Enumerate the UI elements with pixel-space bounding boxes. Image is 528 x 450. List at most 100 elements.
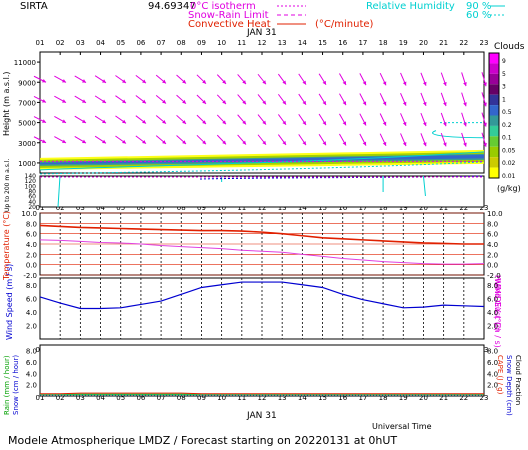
mid-hour-label: 18 (379, 204, 388, 212)
wind-arrowhead (182, 140, 186, 145)
bottom-hour-label: 21 (439, 394, 448, 402)
lower-tick-label: 100 (25, 183, 37, 190)
humidex-tick-label: 2.0 (487, 251, 498, 259)
wind-arrowhead (402, 121, 407, 126)
wind-arrowhead (202, 120, 206, 125)
wind-arrowhead (342, 141, 346, 146)
wind-arrowhead (362, 81, 367, 86)
mid-hour-label: 03 (76, 204, 85, 212)
legend-snowrain-label: Snow-Rain Limit (188, 10, 269, 21)
rh-60: 60 % (466, 10, 491, 21)
top-hour-label: 07 (157, 39, 166, 47)
legend-convective-label: Convective Heat (188, 19, 271, 30)
temp-ylabel: Temperature (°C) (2, 211, 11, 281)
wind-arrowhead (242, 80, 246, 85)
colorbar-frame (488, 52, 500, 179)
top-hour-label: 09 (197, 39, 206, 47)
wind-arrowhead (62, 79, 66, 83)
wind-arrowhead (222, 120, 226, 125)
wind-arrowhead (322, 141, 326, 146)
top-hour-label: 14 (298, 39, 307, 47)
mid-hour-label: 15 (318, 204, 327, 212)
bottom-hour-label: 23 (480, 394, 489, 402)
wind-arrowhead (382, 101, 387, 106)
wind-arrowhead (302, 120, 306, 125)
cape-tick-label: 4.0 (487, 370, 498, 378)
bottom-hour-label: 10 (217, 394, 226, 402)
wind-arrowhead (443, 122, 447, 127)
mid-hour-label: 08 (177, 204, 186, 212)
wind-arrowhead (82, 79, 86, 83)
rh-90: 90 % (466, 1, 491, 12)
humidex-tick-label: 4.0 (487, 241, 498, 249)
mid-hour-label: 06 (136, 204, 145, 212)
top-hour-label: 01 (36, 39, 45, 47)
colorbar-tick-label: 0.02 (502, 160, 516, 167)
top-hour-label: 22 (459, 39, 468, 47)
height-tick-label: 1000 (18, 160, 36, 168)
top-hour-label: 17 (358, 39, 367, 47)
wind-arrowhead (483, 142, 487, 147)
wind-arrowhead (142, 119, 146, 124)
wind-arrowhead (142, 79, 146, 84)
mid-hour-label: 02 (56, 204, 65, 212)
wind-arrowhead (322, 100, 326, 105)
colorbar-tick-label: 1 (502, 96, 506, 103)
lower-tick-label: 80 (28, 189, 36, 196)
gust-tick-label: 2.0 (487, 322, 498, 330)
wind-arrowhead (102, 139, 106, 144)
bottom-hour-label: 07 (157, 394, 166, 402)
wind-arrowhead (102, 79, 106, 83)
bottom-hour-label: 19 (399, 394, 408, 402)
colorbar-segment (489, 63, 499, 74)
wind-arrowhead (42, 119, 46, 123)
wind-arrowhead (42, 139, 46, 143)
wind-arrowhead (242, 100, 246, 105)
footer-title: Modele Atmospherique LMDZ / Forecast sta… (8, 434, 397, 447)
top-hour-label: 20 (419, 39, 428, 47)
rh-label: Relative Humidity (366, 1, 455, 12)
series-line-cape (40, 392, 484, 395)
wind-arrowhead (443, 102, 447, 107)
temp-tick-label: 2.0 (26, 251, 37, 259)
wind-arrowhead (82, 139, 86, 144)
wind-arrowhead (82, 119, 86, 123)
cape-tick-label: 2.0 (487, 382, 498, 390)
top-hour-label: 02 (56, 39, 65, 47)
humidex-tick-label: 8.0 (487, 220, 498, 228)
top-hour-label: 15 (318, 39, 327, 47)
bottom-hour-label: 16 (338, 394, 347, 402)
wind-arrowhead (402, 142, 407, 147)
top-hour-label: 04 (96, 39, 105, 47)
gust-tick-label: 4.0 (487, 309, 498, 317)
colorbar-segment (489, 136, 499, 147)
bottom-hour-label: 15 (318, 394, 327, 402)
wind-arrowhead (162, 79, 166, 84)
wind-arrowhead (222, 100, 226, 105)
bottom-hour-label: 08 (177, 394, 186, 402)
mid-hour-label: 07 (157, 204, 166, 212)
bottom-hour-label: 12 (258, 394, 267, 402)
colorbar-segment (489, 146, 499, 158)
colorbar-segment (489, 53, 499, 64)
bottom-hour-label: 13 (278, 394, 287, 402)
series-line-temperature (39, 224, 484, 245)
height-ylabel: Height (m a.s.l.) (2, 72, 11, 137)
wind-arrowhead (282, 140, 286, 145)
wind-arrowhead (463, 122, 467, 127)
wind-arrowhead (362, 121, 367, 126)
wind-arrowhead (122, 139, 126, 144)
legend-lines (277, 5, 505, 25)
cloudfrac-ylabel: Cloud Fraction (514, 355, 522, 405)
lower-tick-label: 60 (28, 194, 36, 201)
mid-hour-label: 17 (358, 204, 367, 212)
series-line-humidex (39, 239, 485, 265)
bottom-hour-label: 14 (298, 394, 307, 402)
wind-arrowhead (182, 120, 186, 124)
bottom-hour-label: 18 (379, 394, 388, 402)
wind-arrowhead (62, 119, 66, 123)
mid-hour-label: 19 (399, 204, 408, 212)
colorbar-segment (489, 115, 499, 126)
top-hour-label: 16 (338, 39, 347, 47)
snow-ylabel: Snow (cm / hour) (12, 355, 20, 415)
